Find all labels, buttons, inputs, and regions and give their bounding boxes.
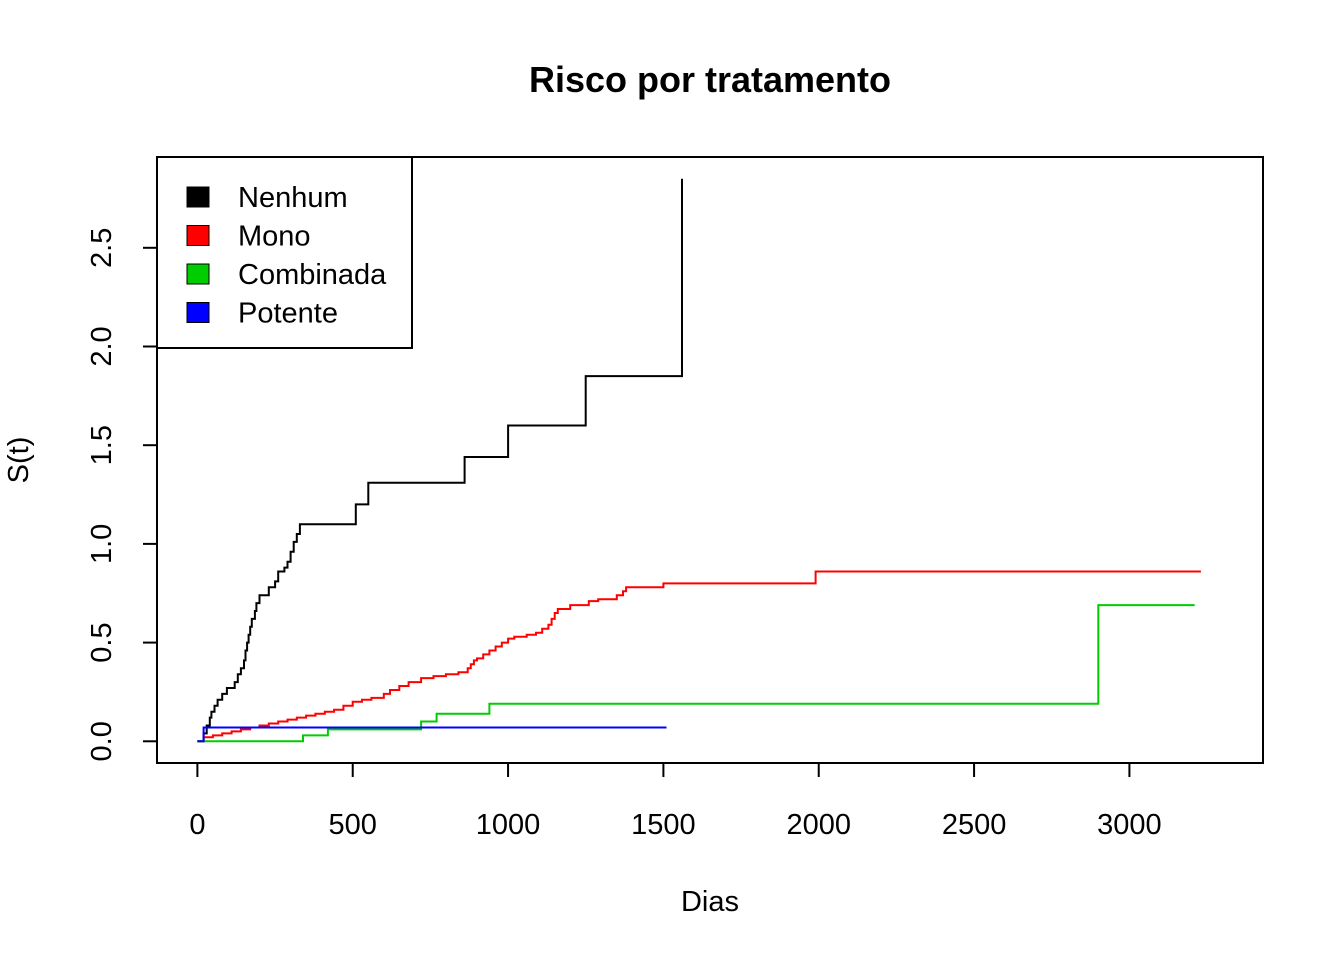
y-tick-label: 1.0 [86,524,118,564]
y-tick-label: 0.5 [86,622,118,662]
x-axis: 0 500 1000 1500 2000 2500 3000 [189,762,1162,841]
legend-swatch-potente [186,302,210,323]
legend-label-nenhum: Nenhum [238,182,348,214]
legend-swatch-mono [186,225,210,246]
x-axis-label: Dias [681,886,739,918]
series-line-mono [197,570,1201,743]
legend-swatch-combinada [186,263,210,285]
x-tick-label: 1000 [476,809,541,841]
series-line-nenhum [197,178,683,743]
x-tick-label: 3000 [1097,809,1162,841]
x-tick-label: 500 [329,809,377,841]
chart-title: Risco por tratamento [529,59,891,100]
series-line-combinada [197,604,1195,743]
y-axis: 0.0 0.5 1.0 1.5 2.0 2.5 [86,228,158,761]
series-layer [197,178,1201,743]
legend-label-potente: Potente [238,298,338,330]
y-tick-label: 2.0 [86,326,118,366]
x-tick-label: 0 [189,809,205,841]
legend: Nenhum Mono Combinada Potente [156,156,413,349]
legend-label-combinada: Combinada [238,259,387,291]
x-tick-label: 1500 [631,809,696,841]
y-tick-label: 2.5 [86,228,118,268]
y-tick-label: 1.5 [86,425,118,465]
y-axis-label: S(t) [3,437,35,484]
legend-label-mono: Mono [238,221,311,253]
legend-swatch-nenhum [186,186,210,208]
x-tick-label: 2000 [786,809,851,841]
y-tick-label: 0.0 [86,721,118,761]
x-tick-label: 2500 [942,809,1007,841]
series-line-potente [197,726,667,743]
